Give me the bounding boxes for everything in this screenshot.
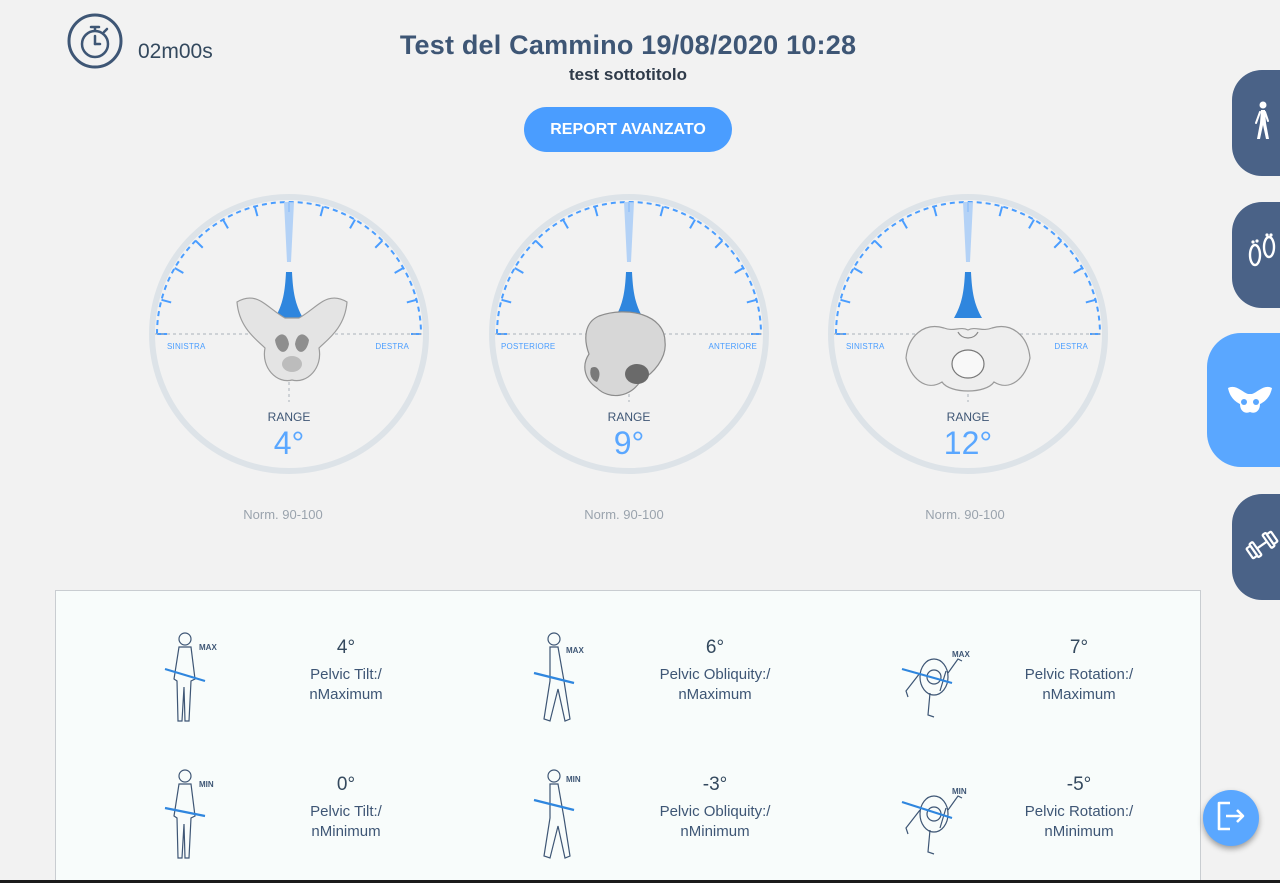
range-value: 12° xyxy=(943,425,993,461)
gauge-rotation: SINISTRA DESTRA RANGE 12° xyxy=(826,192,1110,476)
norm-label: Norm. 90-100 xyxy=(243,507,323,522)
metric-label-line2: nMinimum xyxy=(680,823,750,840)
page-header: Test del Cammino 19/08/2020 10:28 test s… xyxy=(0,30,1256,85)
gauge-obliquity: POSTERIORE ANTERIORE RANGE 9° xyxy=(487,192,771,476)
stopwatch-icon xyxy=(66,12,124,75)
bottom-bar xyxy=(0,880,1280,883)
exit-button[interactable] xyxy=(1203,790,1259,846)
metric-pelvic-obliquity-max: MAX 6° Pelvic Obliquity:/ nMaximum xyxy=(530,631,870,731)
exit-icon xyxy=(1214,800,1248,837)
pelvis-side-image xyxy=(579,308,679,405)
metric-value: -3° xyxy=(702,774,728,795)
range-value: 9° xyxy=(613,425,645,461)
pelvis-top-image xyxy=(902,318,1034,401)
page-title: Test del Cammino 19/08/2020 10:28 xyxy=(399,30,857,60)
page-subtitle: test sottotitolo xyxy=(568,65,688,84)
gauge-right-label: DESTRA xyxy=(375,342,409,351)
pelvis-front-image xyxy=(227,288,357,393)
norm-label: Norm. 90-100 xyxy=(584,507,664,522)
range-value: 4° xyxy=(273,425,305,461)
metric-value: 7° xyxy=(1069,637,1089,658)
tab-pelvis[interactable] xyxy=(1207,333,1280,467)
norm-label: Norm. 90-100 xyxy=(925,507,1005,522)
metric-pelvic-tilt-max: MAX 4° Pelvic Tilt:/ nMaximum xyxy=(161,631,501,731)
gauge-tilt: SINISTRA DESTRA RANGE 4° xyxy=(147,192,431,476)
top-figure-icon: MAX xyxy=(894,631,974,736)
dumbbell-icon xyxy=(1245,528,1279,567)
gauge-left-label: POSTERIORE xyxy=(501,342,556,351)
metric-label-line2: nMaximum xyxy=(1042,686,1116,703)
gauge-right-label: DESTRA xyxy=(1054,342,1088,351)
gauge-dial xyxy=(489,194,769,474)
metric-label: Pelvic Tilt:/ nMaximum xyxy=(251,665,441,705)
gauge-left-label: SINISTRA xyxy=(167,342,206,351)
metric-label-line1: Pelvic Rotation:/ xyxy=(1024,803,1134,820)
top-figure-icon: MIN xyxy=(894,768,974,873)
tab-exercise[interactable] xyxy=(1232,494,1280,600)
range-label: RANGE xyxy=(267,410,311,424)
metric-label: Pelvic Rotation:/ nMinimum xyxy=(984,802,1174,842)
gauge-right-label: ANTERIORE xyxy=(708,342,757,351)
report-avanzato-button[interactable]: REPORT AVANZATO xyxy=(524,107,732,152)
pelvis-icon xyxy=(1226,382,1274,419)
side-figure-icon: MIN xyxy=(530,768,594,873)
metric-label-line2: nMaximum xyxy=(678,686,752,703)
metric-label-line2: nMinimum xyxy=(1044,823,1114,840)
side-figure-icon: MAX xyxy=(530,631,594,736)
max-badge: MAX xyxy=(952,650,970,659)
footprints-icon xyxy=(1245,232,1279,278)
timer: 02m00s xyxy=(66,12,213,75)
metric-label-line2: nMaximum xyxy=(309,686,383,703)
min-badge: MIN xyxy=(199,780,214,789)
metric-value: 4° xyxy=(336,637,356,658)
range-label: RANGE xyxy=(946,410,990,424)
metric-pelvic-rotation-min: MIN -5° Pelvic Rotation:/ nMinimum xyxy=(894,768,1234,868)
walking-person-icon xyxy=(1251,101,1273,146)
front-figure-icon: MAX xyxy=(161,631,225,736)
max-badge: MAX xyxy=(566,646,584,655)
range-label: RANGE xyxy=(607,410,651,424)
metric-pelvic-tilt-min: MIN 0° Pelvic Tilt:/ nMinimum xyxy=(161,768,501,868)
tab-footprints[interactable] xyxy=(1232,202,1280,308)
metric-label: Pelvic Tilt:/ nMinimum xyxy=(251,802,441,842)
gauge-left-label: SINISTRA xyxy=(846,342,885,351)
metric-label-line1: Pelvic Rotation:/ xyxy=(1024,666,1134,683)
metric-value: 6° xyxy=(705,637,725,658)
gauge-dial xyxy=(149,194,429,474)
min-badge: MIN xyxy=(566,775,581,784)
metric-label-line1: Pelvic Tilt:/ xyxy=(310,666,382,683)
metric-label: Pelvic Obliquity:/ nMaximum xyxy=(620,665,810,705)
gauge-dial xyxy=(828,194,1108,474)
max-badge: MAX xyxy=(199,643,217,652)
metric-value: 0° xyxy=(336,774,356,795)
metric-label-line1: Pelvic Tilt:/ xyxy=(310,803,382,820)
metrics-panel: MAX 4° Pelvic Tilt:/ nMaximum MAX 6° Pel… xyxy=(55,590,1201,883)
metric-label-line2: nMinimum xyxy=(311,823,381,840)
front-figure-icon: MIN xyxy=(161,768,225,873)
metric-label-line1: Pelvic Obliquity:/ xyxy=(659,803,771,820)
metric-label: Pelvic Rotation:/ nMaximum xyxy=(984,665,1174,705)
metric-label-line1: Pelvic Obliquity:/ xyxy=(659,666,771,683)
metric-label: Pelvic Obliquity:/ nMinimum xyxy=(620,802,810,842)
tab-walking[interactable] xyxy=(1232,70,1280,176)
timer-label: 02m00s xyxy=(138,39,213,63)
metric-pelvic-rotation-max: MAX 7° Pelvic Rotation:/ nMaximum xyxy=(894,631,1234,731)
metric-value: -5° xyxy=(1066,774,1092,795)
min-badge: MIN xyxy=(952,787,967,796)
metric-pelvic-obliquity-min: MIN -3° Pelvic Obliquity:/ nMinimum xyxy=(530,768,870,868)
